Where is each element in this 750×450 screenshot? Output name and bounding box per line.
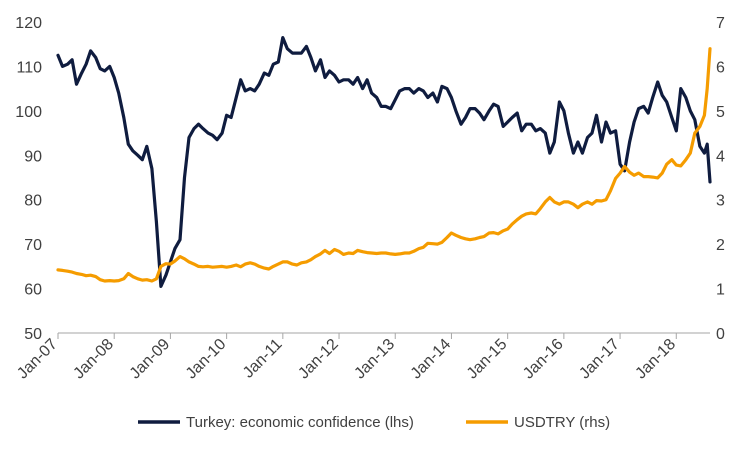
y-right-tick-label: 0 xyxy=(716,326,725,343)
x-tick-label: Jan-18 xyxy=(632,336,679,383)
y-left-tick-label: 120 xyxy=(15,15,42,32)
y-left-tick-label: 70 xyxy=(24,237,42,254)
x-tick-label: Jan-12 xyxy=(295,336,342,383)
x-tick-label: Jan-14 xyxy=(408,336,455,383)
series-lines xyxy=(56,35,712,288)
x-tick-label: Jan-08 xyxy=(70,336,117,383)
y-left-tick-label: 50 xyxy=(24,326,42,343)
economic-confidence-line xyxy=(56,35,712,288)
y-left-tick-label: 90 xyxy=(24,148,42,165)
legend-label-economic-confidence: Turkey: economic confidence (lhs) xyxy=(186,414,414,431)
y-left-tick-label: 110 xyxy=(16,59,42,76)
y-left-tick-label: 80 xyxy=(24,193,42,210)
y-right-tick-label: 6 xyxy=(716,59,725,76)
x-tick-label: Jan-17 xyxy=(576,336,623,383)
y-right-tick-label: 7 xyxy=(716,15,725,32)
x-tick-label: Jan-11 xyxy=(240,336,286,382)
legend: Turkey: economic confidence (lhs) USDTRY … xyxy=(138,414,610,431)
x-tick-label: Jan-15 xyxy=(464,336,511,383)
legend-label-usdtry: USDTRY (rhs) xyxy=(514,414,610,431)
y-right-tick-label: 2 xyxy=(716,237,725,254)
y-right-tick-label: 1 xyxy=(716,282,725,299)
y-left-tick-label: 100 xyxy=(15,104,42,121)
y-right-tick-label: 4 xyxy=(716,148,725,165)
x-tick-label: Jan-13 xyxy=(351,336,398,383)
y-left-tick-label: 60 xyxy=(24,282,42,299)
y-right-tick-label: 5 xyxy=(716,104,725,121)
x-tick-label: Jan-09 xyxy=(127,336,174,383)
x-tick-label: Jan-16 xyxy=(520,336,567,383)
x-tick-label: Jan-10 xyxy=(183,336,230,383)
usdtry-line xyxy=(56,47,712,283)
y-right-tick-label: 3 xyxy=(716,193,725,210)
